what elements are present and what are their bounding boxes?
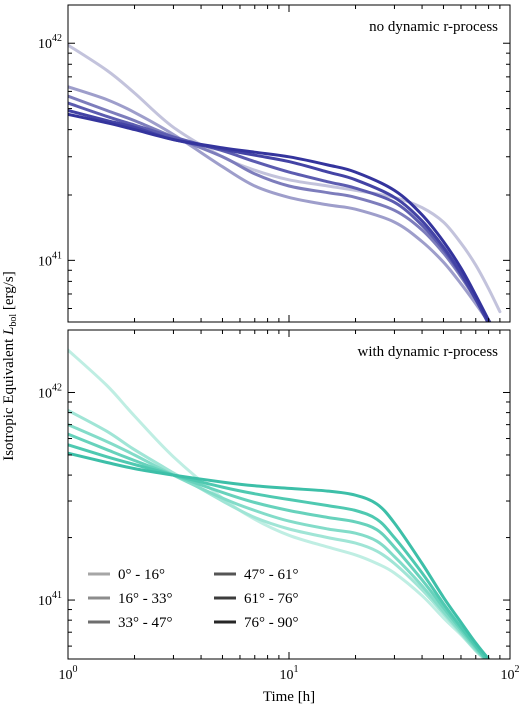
y-tick-label: 1042 [38,33,62,52]
y-tick-label: 1041 [38,590,62,609]
bottom-panel: 1041 1042 100 101 102 with dynamic r-process [38,329,520,683]
legend-label: 0° - 16° [118,567,165,583]
x-axis-title: Time [h] [263,689,315,705]
series-line-5 [68,443,488,659]
series-line-5 [68,109,490,322]
legend-label: 16° - 33° [118,591,173,607]
series-lines [68,43,502,322]
x-tick-label: 102 [501,664,520,683]
series-line-1 [68,348,487,659]
plot-frame [67,4,511,323]
panel-annotation: with dynamic r-process [358,344,499,360]
legend: 0° - 16° 16° - 33° 33° - 47° 47° - 61° 61° -… [88,567,299,631]
series-lines [68,348,491,659]
series-line-6 [68,112,492,322]
series-line-2 [68,85,491,322]
series-line-4 [68,432,488,659]
series-line-3 [68,423,488,659]
y-axis-title: Isotropic Equivalent Lbol [erg/s] [1,271,19,461]
legend-label: 76° - 90° [244,615,299,631]
series-line-4 [68,101,491,322]
top-panel: 1041 1042 no dynamic r-process [38,4,511,323]
legend-label: 61° - 76° [244,591,299,607]
x-tick-label: 100 [59,664,78,683]
legend-label: 47° - 61° [244,567,299,583]
series-line-6 [68,451,491,659]
panel-annotation: no dynamic r-process [369,19,498,35]
y-tick-label: 1041 [38,250,62,269]
legend-label: 33° - 47° [118,615,173,631]
series-line-1 [68,43,502,314]
y-tick-label: 1042 [38,382,62,401]
x-tick-label: 101 [280,664,299,683]
